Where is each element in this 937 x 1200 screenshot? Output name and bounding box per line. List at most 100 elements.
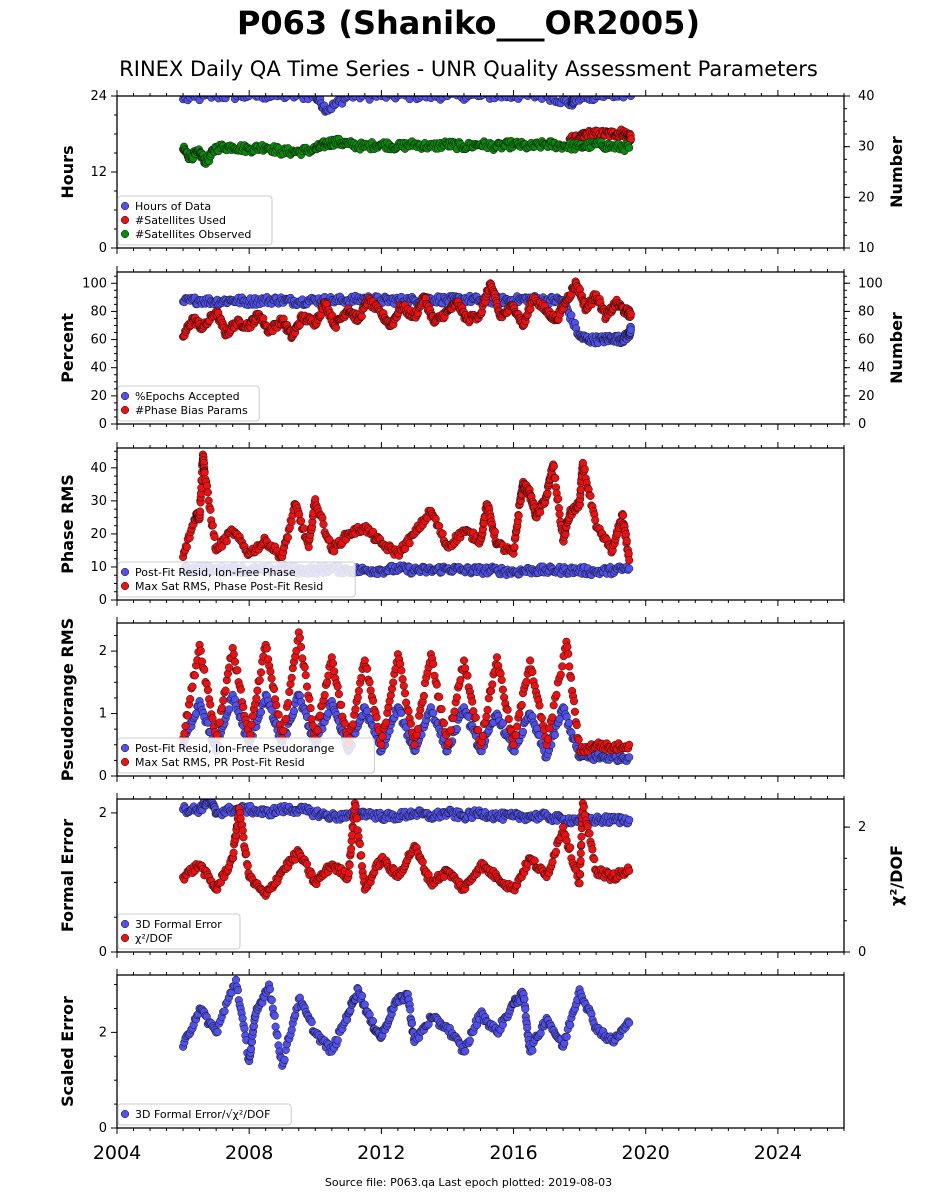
data-point — [236, 685, 245, 694]
data-point — [208, 714, 217, 723]
data-point — [351, 802, 360, 811]
legend-marker — [120, 201, 130, 211]
data-point — [279, 726, 288, 735]
data-point — [478, 731, 487, 741]
data-point — [549, 462, 558, 471]
data-point — [622, 536, 631, 545]
y-right-tick-label: 30 — [858, 140, 875, 155]
data-point — [221, 686, 230, 695]
data-point — [382, 718, 391, 727]
data-point — [583, 822, 592, 831]
data-point — [522, 677, 531, 686]
data-point — [355, 96, 360, 97]
y-tick-label: 24 — [90, 89, 107, 104]
data-point — [183, 711, 192, 720]
data-point — [471, 713, 480, 722]
data-point — [452, 693, 461, 702]
data-point — [575, 879, 584, 888]
data-point — [497, 675, 506, 685]
data-point — [574, 735, 583, 744]
data-point — [558, 662, 567, 671]
data-point — [419, 691, 428, 700]
data-point — [459, 656, 469, 665]
data-point — [180, 729, 189, 738]
data-point — [564, 649, 573, 658]
data-point — [410, 740, 419, 749]
data-point — [555, 510, 564, 519]
data-point — [461, 664, 470, 673]
data-point — [621, 530, 630, 539]
data-point — [287, 673, 296, 682]
page-title: P063 (Shaniko___OR2005) — [236, 4, 701, 42]
y-tick-label: 1 — [99, 707, 107, 722]
data-point — [188, 682, 197, 691]
data-point — [340, 719, 349, 728]
y-right-tick-label: 20 — [858, 190, 875, 205]
data-point — [239, 833, 248, 842]
data-point — [203, 686, 212, 695]
data-point — [372, 713, 381, 722]
y-tick-label: 100 — [82, 276, 107, 291]
data-point — [186, 694, 195, 704]
y-tick-label: 60 — [90, 333, 107, 348]
data-point — [217, 703, 227, 713]
data-point — [565, 662, 574, 671]
legend-marker — [120, 919, 130, 929]
data-point — [313, 726, 322, 735]
legend-label: #Phase Bias Params — [135, 404, 248, 417]
y-right-tick-label: 60 — [858, 333, 875, 348]
data-point — [220, 1007, 229, 1016]
legend-label: 3D Formal Error — [135, 918, 222, 931]
legend-label: Post-Fit Resid, Ion-Free Pseudorange — [135, 742, 335, 755]
data-point — [543, 735, 553, 744]
panel-pseudorange-rms: 0 1 2 Pseudorange RMS Post-Fit Resid, Ion-Fr… — [58, 617, 845, 784]
data-point — [334, 690, 343, 699]
data-point — [347, 844, 356, 853]
y-right-axis-label: Number — [887, 312, 906, 384]
data-point — [319, 520, 328, 529]
data-point — [400, 689, 410, 698]
legend: %Epochs Accepted#Phase Bias Params — [117, 385, 260, 422]
data-point — [330, 547, 339, 556]
data-point — [302, 860, 312, 869]
data-point — [353, 693, 362, 702]
y-right-tick-label: 100 — [858, 276, 883, 291]
data-point — [243, 861, 252, 870]
data-point — [511, 731, 520, 740]
data-point — [536, 508, 545, 517]
panel-phase-rms: 0 10 20 30 40 Phase RMS Post-Fit Resid, Ion-Fr… — [58, 442, 845, 608]
data-point — [482, 712, 491, 721]
data-point — [444, 738, 453, 747]
data-point — [357, 312, 366, 321]
data-point — [396, 659, 405, 668]
data-point — [449, 714, 458, 723]
y-right-tick-label: 2 — [858, 820, 866, 835]
data-point — [230, 657, 240, 666]
data-point — [225, 663, 234, 672]
legend-label: Max Sat RMS, Phase Post-Fit Resid — [135, 580, 323, 593]
data-point — [572, 721, 581, 730]
data-layer — [179, 450, 634, 580]
data-point — [483, 705, 492, 714]
data-point — [273, 96, 277, 97]
data-point — [284, 699, 293, 708]
legend-box — [117, 385, 260, 422]
data-point — [377, 740, 386, 749]
data-point — [200, 665, 209, 674]
data-point — [239, 702, 248, 712]
data-layer — [179, 277, 635, 348]
data-point — [302, 682, 312, 691]
data-point — [404, 707, 413, 716]
data-point — [256, 708, 266, 717]
y-right-tick-label: 40 — [858, 361, 875, 376]
data-point — [468, 697, 477, 706]
data-point — [549, 701, 558, 710]
legend: Hours of Data#Satellites Used#Satellites… — [117, 195, 273, 246]
y-tick-label: 2 — [99, 806, 107, 821]
data-point — [256, 668, 266, 677]
legend-box — [117, 561, 356, 598]
data-point — [274, 710, 283, 719]
data-point — [333, 682, 342, 691]
data-point — [450, 707, 459, 716]
data-point — [429, 708, 438, 718]
